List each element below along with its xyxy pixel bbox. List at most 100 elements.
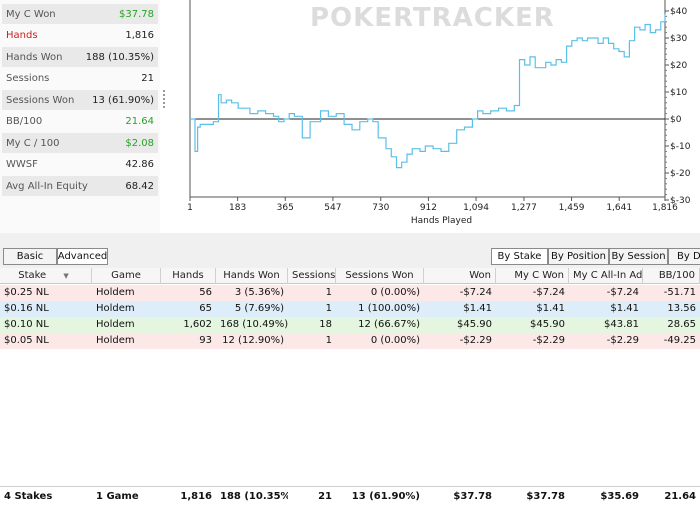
tab-advanced[interactable]: Advanced <box>57 248 108 265</box>
tab-by-session[interactable]: By Session <box>609 248 668 265</box>
cell-myc: $1.41 <box>536 303 565 314</box>
stat-label: My C Won <box>6 8 56 20</box>
tab-by-stake[interactable]: By Stake <box>491 248 548 265</box>
cell-sessions-won: 12 (66.67%) <box>358 319 420 330</box>
cell-hands: 93 <box>199 335 212 346</box>
tab-by-position[interactable]: By Position <box>548 248 609 265</box>
panel-resize-handle[interactable] <box>163 90 166 112</box>
column-header-won[interactable]: Won <box>424 268 496 284</box>
stat-value: 68.42 <box>125 180 154 192</box>
y-tick-label: $-30 <box>670 196 691 206</box>
cell-won: -$7.24 <box>459 287 492 298</box>
y-tick-label: $0 <box>670 115 682 125</box>
stat-row: My C / 100 $2.08 <box>2 133 158 153</box>
table-totals-row: 4 Stakes 1 Game 1,816 188 (10.35%) 21 13… <box>0 486 700 506</box>
watermark-logo: POKERTRACKER <box>310 3 555 33</box>
x-tick-label: 1,459 <box>559 203 585 213</box>
x-tick-label: 183 <box>229 203 246 213</box>
cell-sessions-won: 0 (0.00%) <box>370 335 420 346</box>
tab-basic[interactable]: Basic <box>3 248 57 265</box>
cell-stake: $0.10 NL <box>4 319 49 330</box>
column-header-hands[interactable]: Hands <box>161 268 216 284</box>
table-header: Stake ▼ Game Hands Hands Won Sessions Se… <box>0 268 700 284</box>
cell-sessions: 1 <box>325 287 332 298</box>
column-header-myc-allin-adj[interactable]: My C All-In Adj <box>569 268 643 284</box>
stat-label: Hands Won <box>6 51 63 63</box>
cell-game: Holdem <box>96 287 135 298</box>
cell-won: $1.41 <box>463 303 492 314</box>
stat-row: Hands 1,816 <box>2 26 158 46</box>
cell-allin: $43.81 <box>604 319 639 330</box>
x-tick-label: 1,277 <box>511 203 537 213</box>
total-hands: 1,816 <box>180 491 212 502</box>
stat-row: Avg All-In Equity 68.42 <box>2 176 158 196</box>
cell-myc: -$7.24 <box>532 287 565 298</box>
table-row[interactable]: $0.25 NL Holdem 56 3 (5.36%) 1 0 (0.00%) -$7.2… <box>0 285 700 301</box>
x-tick-label: 730 <box>372 203 389 213</box>
stat-value: 21.64 <box>125 116 154 127</box>
cell-bb: 28.65 <box>667 319 696 330</box>
stat-label: BB/100 <box>6 116 43 127</box>
total-won: $37.78 <box>453 491 492 502</box>
cell-hands-won: 168 (10.49%) <box>220 319 288 330</box>
column-header-stake[interactable]: Stake ▼ <box>0 268 92 284</box>
total-hands-won: 188 (10.35%) <box>220 491 288 502</box>
stat-label: Sessions <box>6 73 50 84</box>
cell-hands-won: 12 (12.90%) <box>222 335 284 346</box>
table-row[interactable]: $0.05 NL Holdem 93 12 (12.90%) 1 0 (0.00%) -$2… <box>0 333 700 349</box>
stat-row: BB/100 21.64 <box>2 112 158 132</box>
stat-label: My C / 100 <box>6 137 60 149</box>
cell-game: Holdem <box>96 319 135 330</box>
column-header-bb100[interactable]: BB/100 <box>643 268 700 284</box>
column-header-sessions[interactable]: Sessions <box>288 268 336 284</box>
stats-panel: My C Won $37.78 Hands 1,816 Hands Won 188 (10… <box>0 0 160 233</box>
cell-allin: $1.41 <box>610 303 639 314</box>
total-game: 1 Game <box>96 491 139 502</box>
stat-value: $37.78 <box>119 8 154 20</box>
y-tick-label: $10 <box>670 88 687 98</box>
cell-sessions-won: 1 (100.00%) <box>358 303 420 314</box>
cell-myc: $45.90 <box>530 319 565 330</box>
cell-bb: 13.56 <box>667 303 696 314</box>
x-tick-label: 365 <box>277 203 294 213</box>
column-header-hands-won[interactable]: Hands Won <box>216 268 288 284</box>
cell-bb: -51.71 <box>663 287 696 298</box>
column-header-myc-won[interactable]: My C Won <box>496 268 569 284</box>
stat-label: Sessions Won <box>6 94 75 106</box>
stat-row: Sessions Won 13 (61.90%) <box>2 90 158 110</box>
total-myc-won: $37.78 <box>526 491 565 502</box>
column-header-sessions-won[interactable]: Sessions Won <box>336 268 424 284</box>
stat-value: $2.08 <box>125 137 154 149</box>
report-tab-bar: Basic Advanced By Stake By Position By S… <box>0 244 700 268</box>
table-row[interactable]: $0.10 NL Holdem 1,602 168 (10.49%) 18 12 (66.… <box>0 317 700 333</box>
table-row[interactable]: $0.16 NL Holdem 65 5 (7.69%) 1 1 (100.00%) $1.… <box>0 301 700 317</box>
cell-won: -$2.29 <box>459 335 492 346</box>
sort-descending-icon: ▼ <box>63 272 69 280</box>
x-tick-label: 1,094 <box>463 203 489 213</box>
cell-sessions-won: 0 (0.00%) <box>370 287 420 298</box>
cell-stake: $0.05 NL <box>4 335 49 346</box>
tab-by-date[interactable]: By Da <box>668 248 700 265</box>
total-stake: 4 Stakes <box>4 491 53 502</box>
total-sessions-won: 13 (61.90%) <box>351 491 420 502</box>
y-tick-label: $-20 <box>670 169 691 179</box>
cell-allin: -$2.29 <box>606 335 639 346</box>
x-tick-label: 1 <box>187 203 193 213</box>
cell-stake: $0.25 NL <box>4 287 49 298</box>
column-header-game[interactable]: Game <box>92 268 161 284</box>
cell-allin: -$7.24 <box>606 287 639 298</box>
cell-game: Holdem <box>96 303 135 314</box>
profit-line <box>190 13 666 169</box>
stat-value: 21 <box>141 73 154 84</box>
cell-stake: $0.16 NL <box>4 303 49 314</box>
stat-row: Hands Won 188 (10.35%) <box>2 47 158 67</box>
splitter-bar <box>0 233 700 244</box>
stats-table: Stake ▼ Game Hands Hands Won Sessions Se… <box>0 268 700 506</box>
y-tick-label: $40 <box>670 7 687 17</box>
x-axis-label: Hands Played <box>411 216 472 226</box>
total-myc-allin-adj: $35.69 <box>600 491 639 502</box>
cell-sessions: 18 <box>319 319 332 330</box>
cell-sessions: 1 <box>325 335 332 346</box>
stat-label: WWSF <box>6 159 38 170</box>
cell-hands: 65 <box>199 303 212 314</box>
